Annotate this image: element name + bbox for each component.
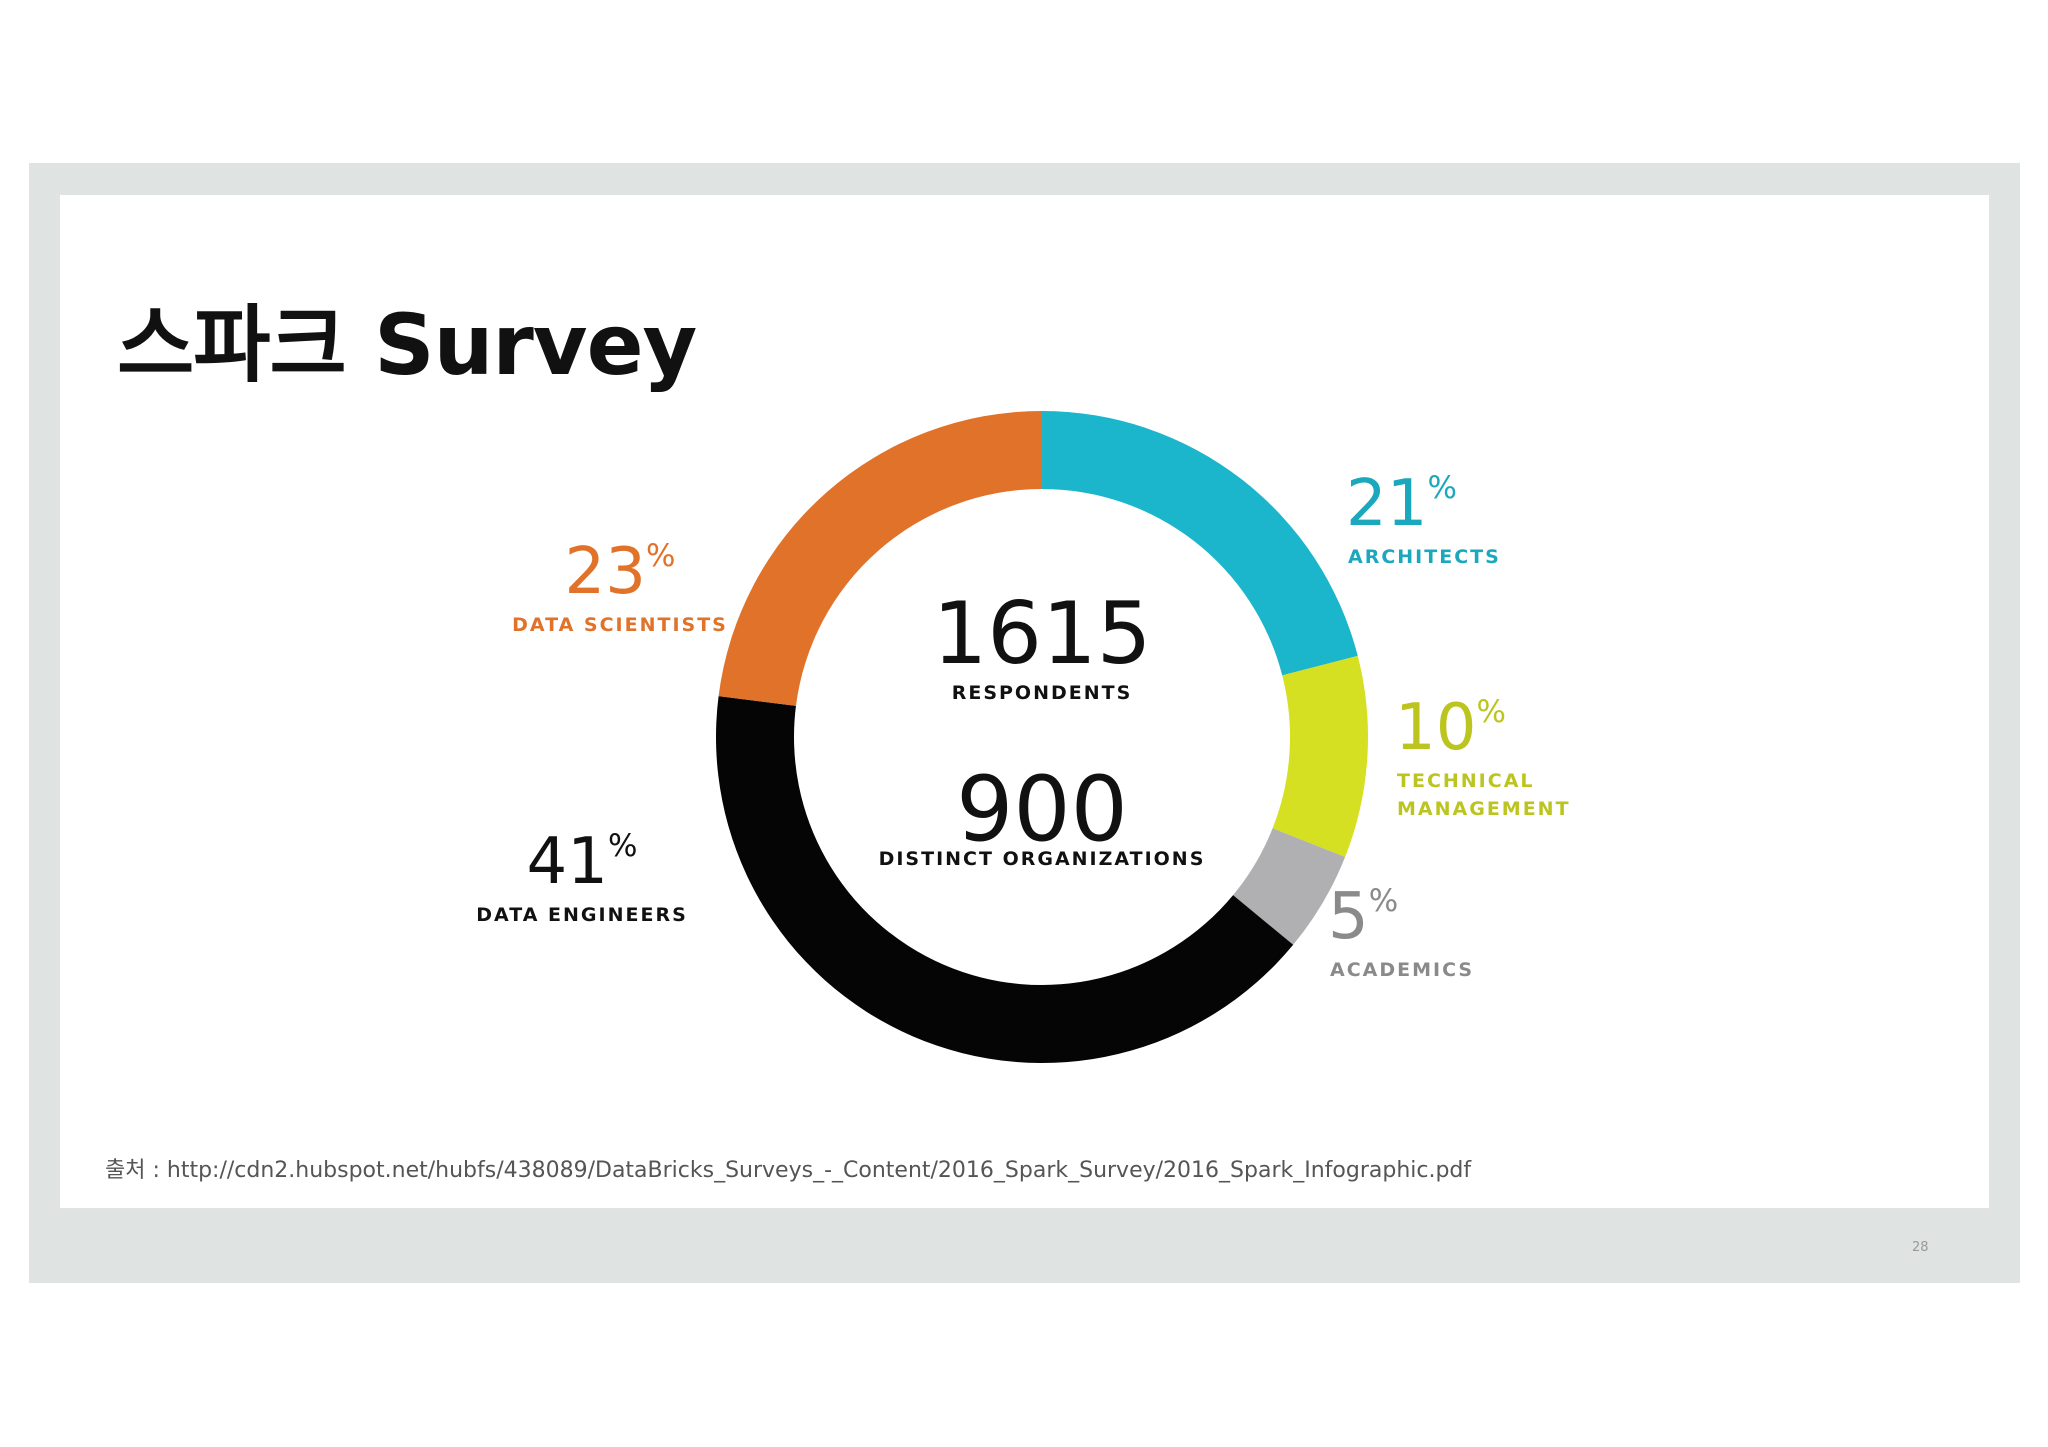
slice-labels: 21% ARCHITECTS 10% TECHNICAL MANAGEMENT 5% ACA…	[476, 467, 1571, 981]
category-label-technical_management-0: TECHNICAL	[1397, 770, 1535, 792]
slice-architects	[1042, 411, 1358, 676]
slice-academics	[1233, 828, 1346, 945]
source-citation: 출처 : http://cdn2.hubspot.net/hubfs/43808…	[105, 1158, 1472, 1183]
category-label-architects-0: ARCHITECTS	[1348, 546, 1501, 568]
pct-label-data_scientists: 23%	[565, 535, 676, 609]
respondents-count: 1615	[933, 584, 1152, 684]
pct-label-architects: 21%	[1346, 467, 1457, 541]
slice-data_scientists	[718, 411, 1042, 706]
slice-data_engineers	[716, 696, 1294, 1063]
donut-slices	[716, 411, 1368, 1063]
donut-center-labels: 1615 RESPONDENTS 900 DISTINCT ORGANIZATI…	[879, 584, 1206, 870]
organizations-count: 900	[956, 757, 1128, 862]
category-label-data_engineers-0: DATA ENGINEERS	[476, 904, 688, 926]
pct-label-data_engineers: 41%	[527, 825, 638, 899]
pct-label-technical_management: 10%	[1395, 691, 1506, 765]
slide-title: 스파크 Survey	[117, 296, 697, 394]
page-number: 28	[1912, 1240, 1929, 1255]
respondents-label: RESPONDENTS	[952, 682, 1133, 704]
organizations-label: DISTINCT ORGANIZATIONS	[879, 848, 1206, 870]
category-label-academics-0: ACADEMICS	[1330, 959, 1474, 981]
category-label-data_scientists-0: DATA SCIENTISTS	[512, 614, 728, 636]
slice-technical_management	[1272, 655, 1368, 858]
category-label-technical_management-1: MANAGEMENT	[1397, 798, 1571, 820]
pct-label-academics: 5%	[1328, 880, 1398, 954]
